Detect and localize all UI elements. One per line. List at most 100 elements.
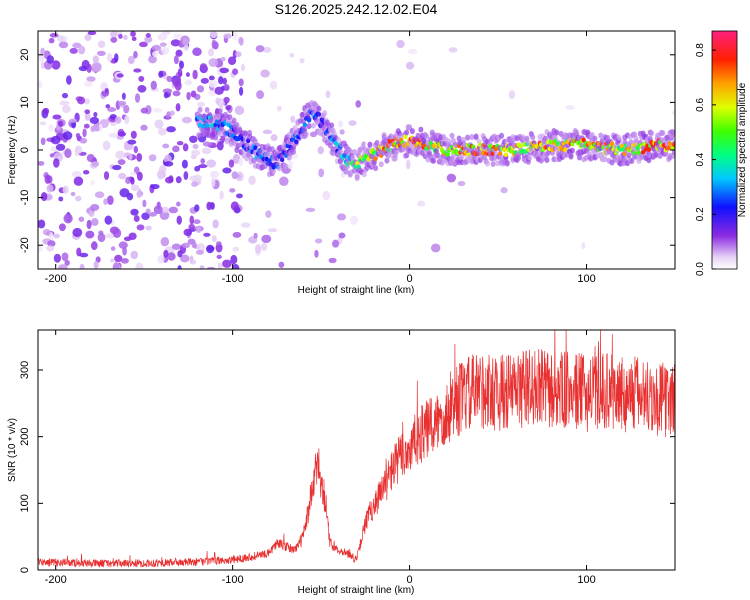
spectrogram-halo [217,131,223,138]
spectrogram-speckle [314,238,323,244]
spectrogram-speckle [38,80,43,89]
spectrogram-speckle [182,38,190,46]
snr-y-tick-label: 200 [19,427,31,445]
spectrogram-speckle [96,50,106,56]
spectrogram-speckle [40,61,45,69]
spectrogram-speckle [55,143,66,151]
spectrogram-speckle [152,50,159,58]
spectrogram-halo [504,160,510,167]
spectrogram-halo [459,153,465,160]
spectrogram-halo [316,105,322,112]
spectrogram-speckle [254,244,262,254]
spectrogram-speckle [117,159,126,165]
spectrogram-speckle [176,201,181,207]
spectrogram-speckle [87,31,97,36]
spectrogram-halo [282,162,288,169]
spectrogram-speckle [161,46,170,55]
spectrogram-speckle [74,195,82,202]
spectrogram-ridge-cell [672,142,675,148]
spectrogram-speckle [42,107,50,115]
spectrogram-speckle [53,253,61,263]
spectrogram-halo [367,141,373,148]
spectrogram-speckle [46,184,54,193]
spectrogram-speckle [78,65,88,72]
snr-series-line [38,330,675,568]
spectrogram-speckle [181,242,191,249]
spectrogram-halo [450,152,456,159]
spectrogram-halo [659,137,665,144]
spectrogram-speckle [177,68,183,78]
spectrogram-speckle [181,159,188,169]
spectrogram-speckle [127,55,135,65]
spectrogram-speckle [163,161,174,167]
spectrogram-speckle [86,219,92,230]
spectrogram-speckle [49,153,55,158]
spectrogram-halo [431,157,437,164]
spectrogram-y-tick-label: 20 [19,49,31,61]
spectrogram-speckle [78,45,86,55]
spectrogram-speckle [500,187,508,194]
spectrogram-speckle [183,228,193,237]
spectrogram-speckle [157,254,165,264]
spectrogram-speckle [212,219,219,229]
spectrogram-speckle [40,47,46,57]
spectrogram-speckle [91,62,102,73]
spectrogram-halo [378,161,384,168]
spectrogram-speckle [203,232,211,237]
spectrogram-x-tick-label: 100 [577,273,595,285]
spectrogram-halo [404,129,410,136]
spectrogram-speckle [90,180,95,185]
spectrogram-speckle [93,260,99,269]
spectrogram-halo [552,134,558,141]
spectrogram-speckle [229,188,236,193]
spectrogram-halo [373,165,379,172]
spectrogram-speckle [235,51,242,58]
spectrogram-speckle [232,246,239,252]
snr-x-tick-label: 100 [577,574,595,586]
spectrogram-halo [629,158,635,165]
spectrogram-speckle [136,152,143,162]
spectrogram-speckle [176,140,184,146]
spectrogram-halo [374,139,380,146]
colorbar-ramp [711,30,738,270]
spectrogram-halo [490,160,496,167]
spectrogram-speckle [219,190,224,200]
spectrogram-speckle [130,208,139,216]
spectrogram-speckle [136,190,142,198]
spectrogram-ridge-cell [302,122,308,128]
spectrogram-speckle [86,63,92,73]
spectrogram-speckle [179,60,185,69]
spectrogram-y-ticks: -20 -10 0 10 20 [19,49,675,253]
spectrogram-speckle [126,192,134,201]
spectrogram-speckle [114,254,123,263]
spectrogram-speckle [309,131,317,138]
snr-y-ticks: 0 100 200 300 [19,361,675,573]
spectrogram-speckle [51,60,61,70]
spectrogram-speckle [82,170,90,175]
spectrogram-speckle [408,48,418,55]
spectrogram-speckle [192,47,202,57]
spectrogram-ridge-cell [403,134,408,140]
spectrogram-speckle [231,264,240,269]
spectrogram-speckle [63,213,73,224]
spectrogram-speckle [173,55,179,65]
spectrogram-speckle [216,254,222,260]
spectrogram-speckle [46,55,54,64]
spectrogram-speckle [157,33,168,41]
spectrogram-speckle [196,85,205,93]
spectrogram-speckle [97,40,106,49]
spectrogram-speckle [158,70,164,78]
spectrogram-ridge-cell [294,139,299,145]
spectrogram-speckle [160,237,170,247]
spectrogram-halo [383,137,389,144]
spectrogram-speckle [137,84,147,93]
spectrogram-speckle [141,212,150,220]
spectrogram-speckle [153,205,163,215]
spectrogram-speckle [84,112,91,121]
spectrogram-y-label: Frequency (Hz) [7,116,18,185]
spectrogram-speckle [79,263,85,269]
spectrogram-speckle [133,145,139,154]
spectrogram-halo [303,131,309,138]
spectrogram-speckle [144,35,153,43]
spectrogram-speckle [104,88,109,93]
